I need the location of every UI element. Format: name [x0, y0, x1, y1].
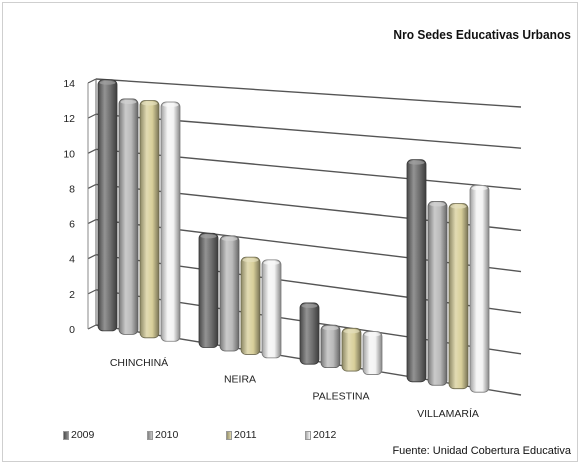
bar-cap: [99, 80, 116, 85]
bar-neira-2010: [219, 235, 240, 352]
bar-villamaría-2010: [427, 201, 448, 386]
legend-swatch: [226, 430, 232, 440]
bar-villamaría-2011: [448, 203, 469, 390]
y-tick-label: 12: [63, 113, 75, 125]
category-label: CHINCHINÁ: [110, 356, 168, 369]
plot-area: 0 2 4 6 8 10 12 14 CHINCHINÁ NEIRA PALESTINA VILLAM…: [63, 78, 522, 420]
bar-cap: [408, 160, 425, 165]
bar-cap: [322, 326, 339, 331]
y-tick-label: 4: [69, 254, 75, 266]
legend-swatch: [147, 430, 153, 440]
bar-chinchiná-2011: [139, 100, 160, 339]
gridline-depth: [87, 113, 97, 119]
gridline: [95, 78, 522, 108]
bar-villamaría-2009: [406, 159, 427, 383]
bar-cap: [221, 236, 238, 241]
legend-item-2011: 2011: [226, 429, 257, 441]
bar-cap: [162, 103, 179, 108]
bar-chinchiná-2009: [97, 79, 118, 332]
bar-palestina-2010: [320, 324, 341, 369]
legend-label: 2010: [155, 429, 179, 441]
bar-cap: [242, 258, 259, 263]
bar-palestina-2011: [341, 327, 362, 372]
chart-title: Nro Sedes Educativas Urbanos: [393, 27, 571, 42]
legend-swatch: [63, 430, 69, 440]
bar-cap: [364, 332, 381, 337]
gridline-depth: [87, 289, 97, 295]
legend-item-2010: 2010: [147, 429, 178, 441]
category-label: VILLAMARÍA: [417, 407, 479, 420]
bar-neira-2011: [240, 256, 261, 355]
gridline-depth: [87, 148, 97, 154]
legend-swatch: [305, 430, 311, 440]
gridline-depth: [87, 183, 97, 189]
bar-cap: [301, 303, 318, 308]
legend-item-2009: 2009: [63, 429, 94, 441]
bar-neira-2012: [261, 259, 282, 359]
gridline-depth: [87, 324, 97, 330]
bar-cap: [263, 260, 280, 265]
bar-cap: [141, 101, 158, 106]
gridline-depth: [87, 78, 97, 84]
y-tick-label: 8: [69, 183, 75, 195]
gridline-depth: [87, 254, 97, 260]
y-tick-label: 6: [69, 219, 75, 231]
legend-label: 2012: [313, 429, 337, 441]
legend: 2009 2010 2011 2012: [63, 429, 363, 445]
bar-palestina-2012: [362, 331, 383, 375]
gridline: [95, 148, 522, 190]
category-label: NEIRA: [224, 374, 256, 386]
bar-chinchiná-2010: [118, 98, 139, 335]
legend-label: 2011: [234, 429, 257, 441]
category-label: PALESTINA: [313, 390, 370, 402]
bar-cap: [120, 99, 137, 104]
gridline-depth: [87, 219, 97, 225]
y-tick-label: 10: [63, 148, 75, 160]
y-tick-label: 0: [69, 324, 75, 336]
bar-cap: [200, 234, 217, 239]
bar-cap: [471, 186, 488, 191]
y-tick-label: 14: [63, 78, 75, 90]
source-note: Fuente: Unidad Cobertura Educativa: [392, 445, 571, 457]
bar-cap: [450, 204, 467, 209]
bar-cap: [343, 329, 360, 334]
bar-cap: [429, 202, 446, 207]
bar-palestina-2009: [299, 302, 320, 365]
bar-chinchiná-2012: [160, 101, 181, 342]
gridline: [95, 113, 522, 149]
legend-label: 2009: [71, 429, 95, 441]
y-tick-label: 2: [69, 289, 75, 301]
legend-item-2012: 2012: [305, 429, 336, 441]
bar-villamaría-2012: [469, 184, 490, 393]
bar-neira-2009: [198, 232, 219, 348]
